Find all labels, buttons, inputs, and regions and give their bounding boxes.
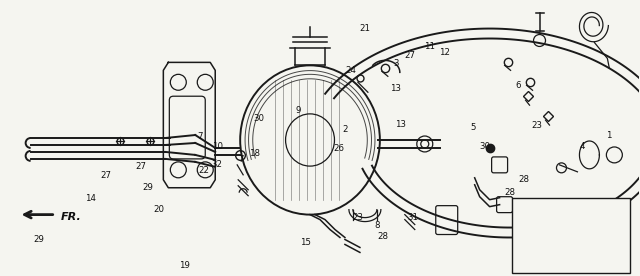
- Text: 1: 1: [606, 131, 611, 140]
- Bar: [511, 198, 630, 273]
- Text: 13: 13: [390, 84, 401, 93]
- Text: 28: 28: [377, 232, 388, 241]
- Text: 27: 27: [136, 162, 147, 171]
- Text: 3: 3: [394, 59, 399, 68]
- Text: 8: 8: [375, 221, 380, 230]
- Text: 22: 22: [198, 166, 209, 175]
- Text: 26: 26: [333, 144, 345, 153]
- Text: 2: 2: [343, 125, 348, 134]
- Text: 20: 20: [154, 205, 164, 214]
- Text: 6: 6: [515, 81, 521, 90]
- Text: 11: 11: [424, 41, 435, 51]
- Text: 19: 19: [179, 261, 189, 270]
- Text: 23: 23: [532, 121, 543, 130]
- Text: 28: 28: [519, 175, 530, 184]
- Text: 29: 29: [142, 183, 153, 192]
- Text: 7: 7: [197, 132, 203, 141]
- Text: 16: 16: [529, 252, 540, 261]
- Text: 4: 4: [579, 142, 584, 151]
- Text: 14: 14: [84, 194, 95, 203]
- Text: 10: 10: [212, 142, 223, 151]
- Text: 18: 18: [249, 148, 260, 158]
- Text: 31: 31: [407, 213, 418, 222]
- Text: 30: 30: [479, 142, 490, 151]
- Text: 12: 12: [439, 48, 450, 57]
- Text: 21: 21: [359, 24, 370, 33]
- Text: 27: 27: [100, 171, 111, 180]
- Text: 7: 7: [239, 155, 244, 164]
- Text: 29: 29: [33, 235, 44, 244]
- Text: 23: 23: [353, 213, 364, 222]
- Text: 17: 17: [559, 254, 570, 263]
- Text: 28: 28: [505, 189, 516, 197]
- Text: 30: 30: [253, 114, 264, 123]
- Text: 15: 15: [300, 238, 312, 247]
- Text: 27: 27: [404, 51, 415, 60]
- Text: 9: 9: [296, 106, 301, 115]
- Text: 5: 5: [470, 123, 476, 132]
- Text: FR.: FR.: [61, 212, 81, 222]
- Text: 24: 24: [345, 66, 356, 75]
- Text: 13: 13: [395, 120, 406, 129]
- Text: 25: 25: [537, 237, 548, 246]
- Text: 32: 32: [211, 160, 222, 169]
